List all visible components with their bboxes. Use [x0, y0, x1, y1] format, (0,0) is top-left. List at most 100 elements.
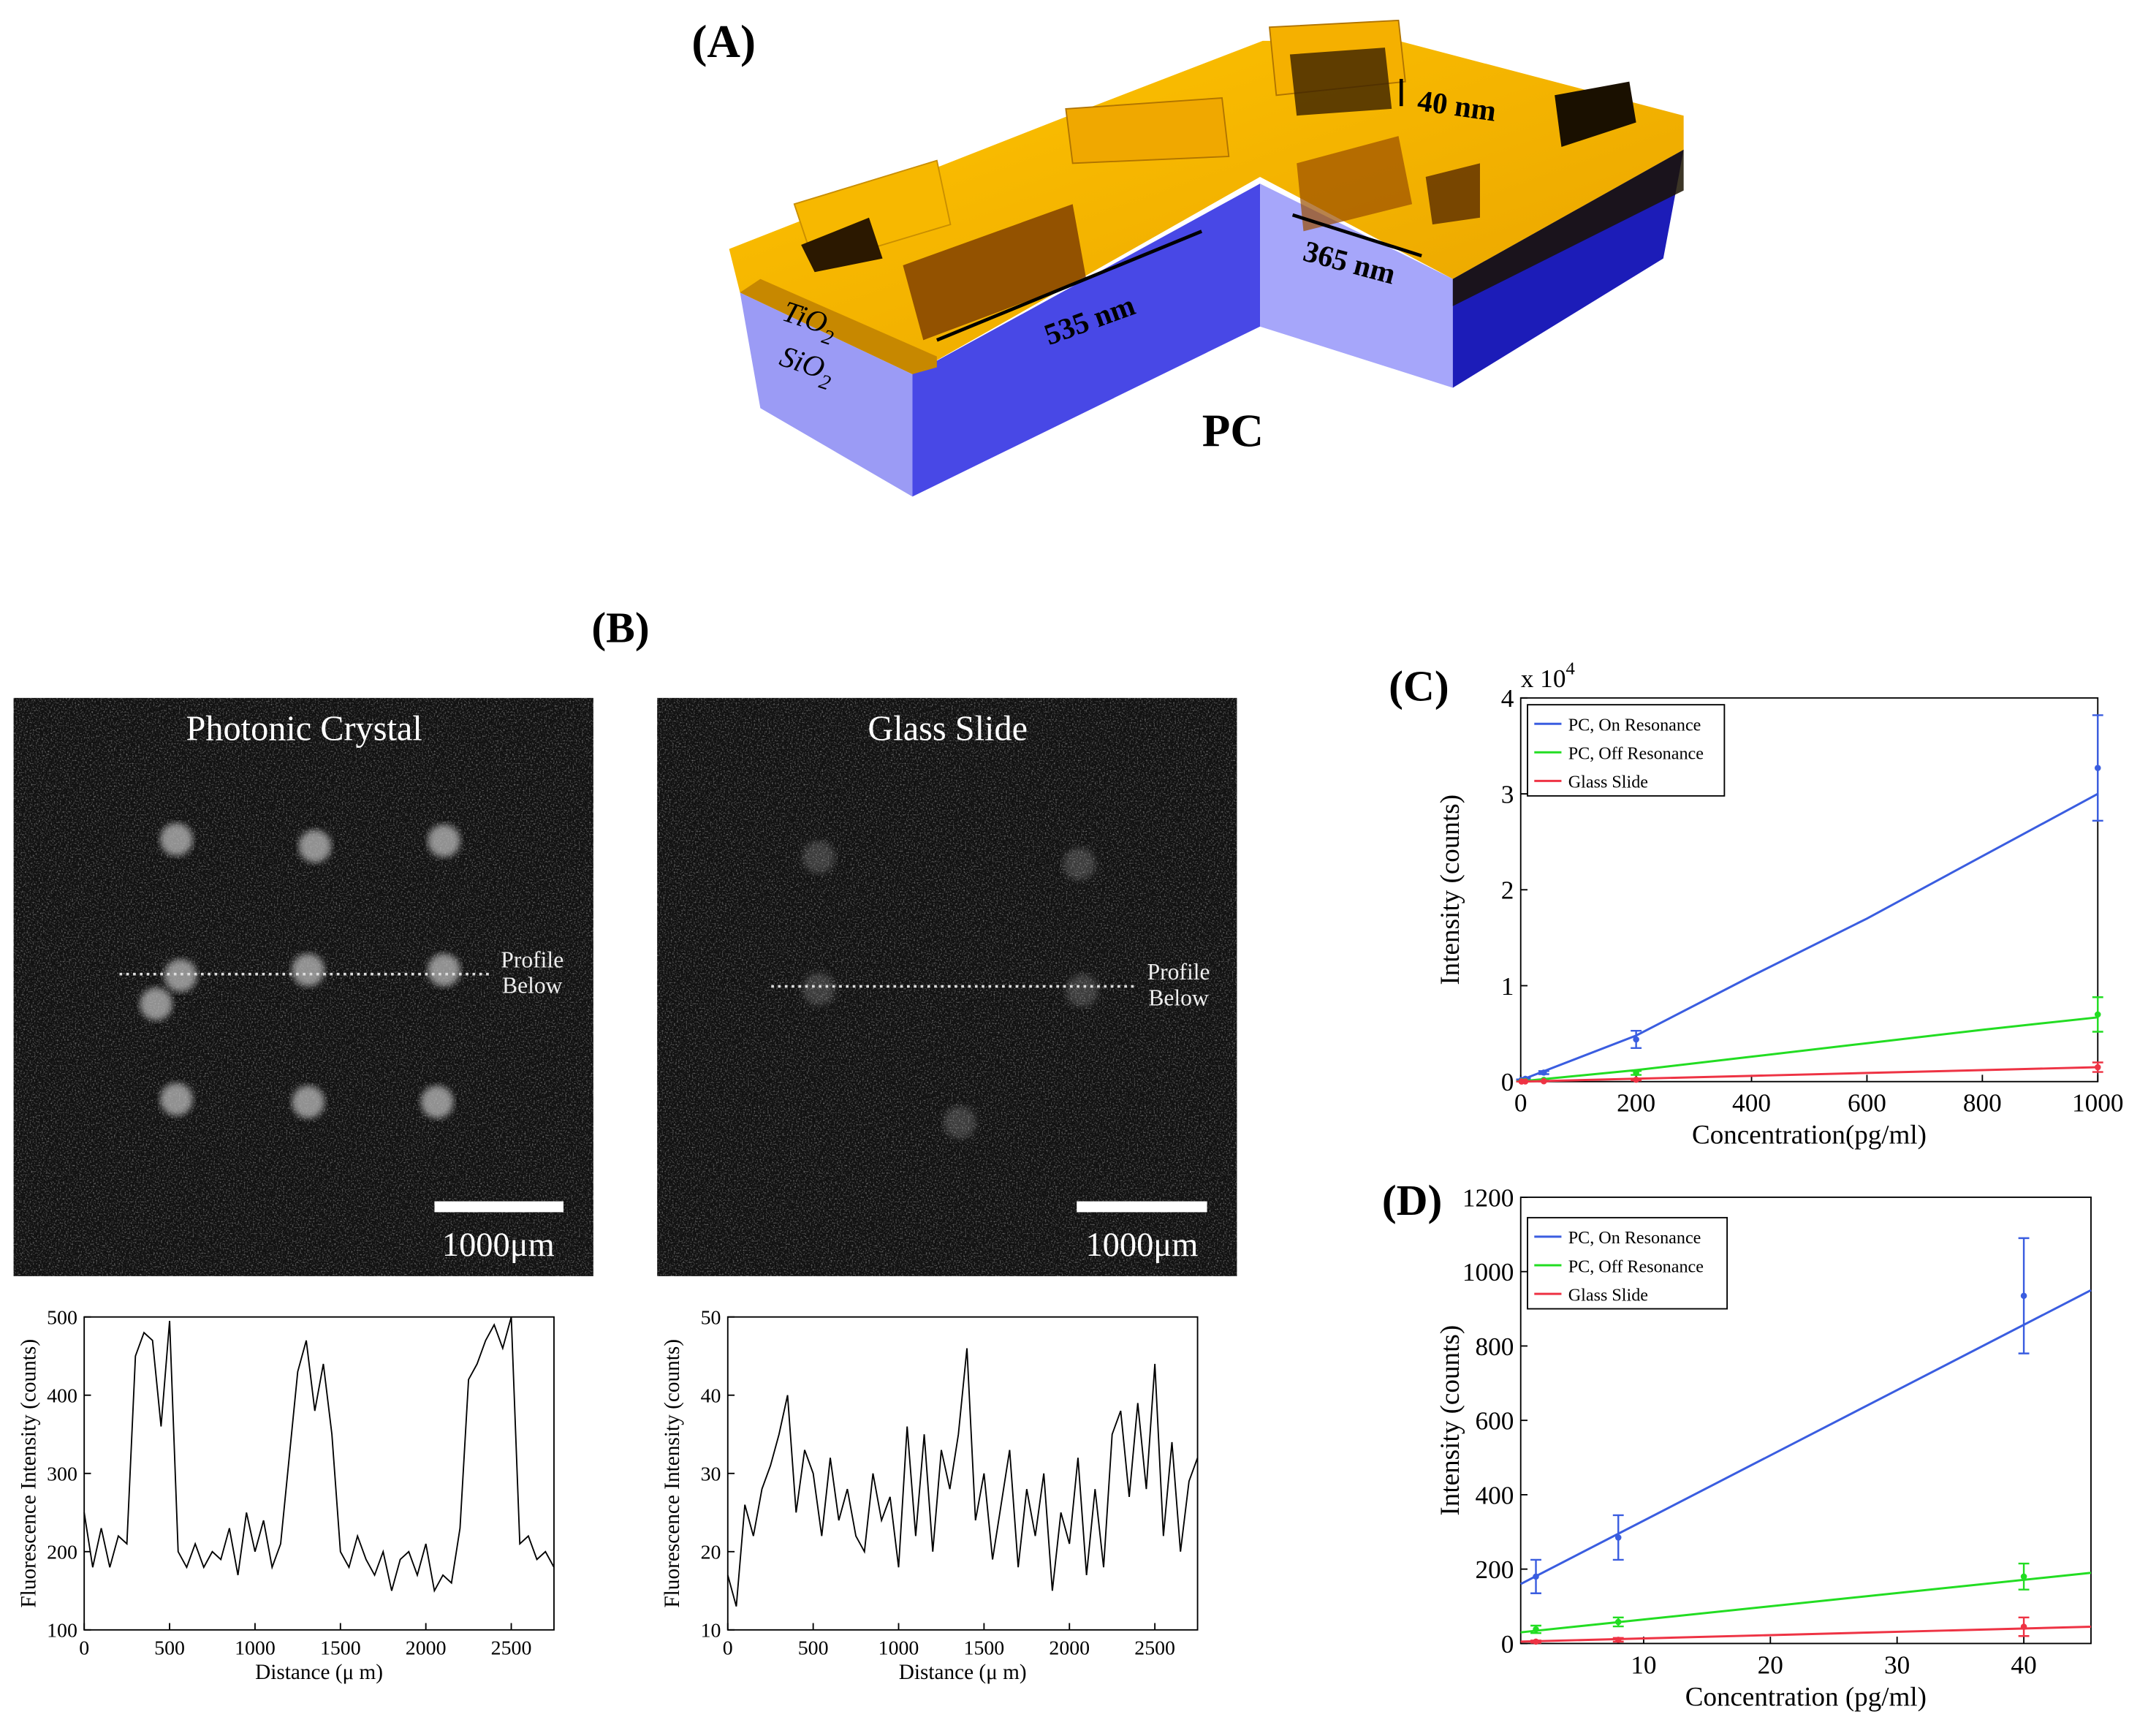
- micrograph-noise: [13, 697, 593, 1276]
- plot-frame: [726, 1316, 1199, 1631]
- y-tick-label: 100: [47, 1620, 77, 1642]
- label: Profile: [501, 947, 563, 972]
- groove: [801, 217, 883, 273]
- x-tick-label: 2500: [1134, 1637, 1175, 1659]
- micrograph-noise: [657, 697, 1237, 1276]
- point: [1633, 1069, 1639, 1077]
- sio2-side: [740, 292, 913, 497]
- profile-line: [83, 1316, 555, 1593]
- point: [1533, 1573, 1539, 1580]
- point: [1633, 1076, 1639, 1083]
- point: [2094, 1064, 2101, 1071]
- spot: [420, 1085, 454, 1118]
- dimension-line: [1291, 213, 1422, 258]
- spot: [298, 830, 332, 863]
- y-tick-label: 20: [701, 1542, 721, 1564]
- legend-label: PC, Off Resonance: [1568, 744, 1704, 764]
- y-tick-label: 3: [1501, 780, 1514, 808]
- y-tick-label: 10: [701, 1620, 721, 1642]
- x-tick-label: 500: [154, 1637, 185, 1659]
- x-tick-label: 20: [1758, 1650, 1783, 1679]
- point: [2094, 765, 2101, 771]
- y-tick-label: 400: [47, 1384, 77, 1407]
- label: PC: [1202, 405, 1264, 456]
- point: [1541, 1077, 1547, 1085]
- label: Photonic Crystal: [186, 709, 422, 748]
- y-tick-label: 1: [1501, 972, 1514, 1001]
- y-axis-label: Intensity (counts): [1435, 1325, 1465, 1516]
- profile-line: [726, 1348, 1199, 1607]
- point: [1522, 1078, 1529, 1085]
- label: 1000μm: [442, 1227, 555, 1264]
- fit-line: [1520, 1066, 2098, 1083]
- y-axis-label: Fluorescence Intensity (counts): [661, 1339, 684, 1608]
- y-tick-label: 500: [47, 1306, 77, 1329]
- point: [2020, 1623, 2027, 1630]
- x-tick-label: 0: [79, 1637, 89, 1659]
- x-tick-label: 2000: [1049, 1637, 1090, 1659]
- x-tick-label: 1000: [235, 1637, 276, 1659]
- y-tick-label: 30: [701, 1463, 721, 1486]
- x-axis-label: Distance (μ m): [255, 1661, 383, 1684]
- point: [1614, 1618, 1622, 1626]
- x-tick-label: 200: [1617, 1089, 1655, 1118]
- label: (A): [691, 16, 756, 67]
- x-tick-label: 10: [1631, 1650, 1656, 1679]
- label: (B): [591, 603, 649, 651]
- groove: [1555, 81, 1636, 148]
- groove: [1297, 136, 1413, 232]
- x-tick-label: 40: [2011, 1650, 2036, 1679]
- x-axis-label: Concentration(pg/ml): [1692, 1121, 1927, 1151]
- y-tick-label: 0: [1501, 1068, 1514, 1096]
- x-tick-label: 400: [1732, 1089, 1771, 1118]
- legend-label: PC, On Resonance: [1568, 1228, 1701, 1248]
- x-tick-label: 2000: [406, 1637, 447, 1659]
- point: [1633, 1036, 1639, 1043]
- legend-label: Glass Slide: [1568, 773, 1648, 792]
- x-tick-label: 1500: [320, 1637, 361, 1659]
- x-tick-label: 500: [798, 1637, 829, 1659]
- spot: [428, 824, 460, 857]
- label: (C): [1389, 662, 1449, 710]
- point: [2020, 1292, 2027, 1300]
- sio2-front: [912, 183, 1261, 497]
- axis-multiplier: x 104: [1521, 659, 1575, 693]
- spot: [292, 953, 325, 987]
- tio2-edge: [740, 278, 937, 374]
- y-tick-label: 300: [47, 1463, 77, 1486]
- x-tick-label: 800: [1963, 1089, 2002, 1118]
- y-tick-label: 600: [1475, 1407, 1514, 1436]
- x-tick-label: 1000: [2072, 1089, 2124, 1118]
- spot: [160, 1083, 193, 1116]
- scale-bar: [1077, 1201, 1207, 1213]
- spot: [1063, 847, 1096, 881]
- y-tick-label: 2: [1501, 876, 1514, 905]
- y-tick-label: 0: [1501, 1630, 1514, 1659]
- x-tick-label: 1000: [878, 1637, 919, 1659]
- x-tick-label: 0: [723, 1637, 733, 1659]
- y-tick-label: 1200: [1462, 1183, 1514, 1212]
- tio2-dark: [1452, 149, 1684, 306]
- point: [2020, 1573, 2027, 1580]
- y-tick-label: 200: [1475, 1555, 1514, 1584]
- point: [1533, 1638, 1539, 1645]
- y-tick-label: 50: [701, 1306, 721, 1329]
- spot: [428, 953, 460, 987]
- spot: [802, 972, 835, 1006]
- point: [1614, 1637, 1622, 1643]
- spot: [160, 823, 193, 856]
- text-base: x 10: [1521, 664, 1566, 693]
- label: (D): [1382, 1176, 1443, 1224]
- fit-line: [1520, 1289, 2092, 1585]
- y-tick-label: 1000: [1462, 1258, 1514, 1286]
- legend-label: PC, On Resonance: [1568, 715, 1701, 735]
- fit-line: [1520, 1016, 2098, 1083]
- point: [1614, 1534, 1622, 1541]
- x-axis-label: Concentration (pg/ml): [1685, 1682, 1927, 1712]
- label: Below: [1148, 985, 1209, 1010]
- groove: [903, 204, 1087, 341]
- ridge: [1065, 97, 1230, 164]
- y-tick-label: 40: [701, 1384, 721, 1407]
- label: Profile: [1147, 959, 1210, 985]
- x-tick-label: 600: [1848, 1089, 1886, 1118]
